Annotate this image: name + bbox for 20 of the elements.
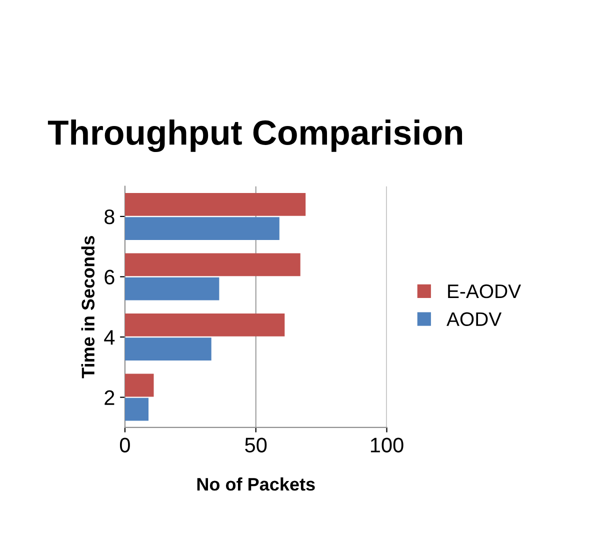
x-tick-label: 100: [370, 438, 404, 452]
bar: [124, 253, 300, 276]
legend-label: E-AODV: [448, 284, 521, 298]
bar: [124, 374, 154, 397]
bar: [124, 217, 280, 240]
y-tick-label: 8: [104, 209, 114, 224]
bar: [124, 192, 306, 216]
x-tick-label: 0: [120, 438, 130, 452]
x-axis-title: No of Packets: [197, 477, 315, 491]
y-tick-label: 4: [104, 330, 115, 345]
bar: [124, 277, 220, 300]
y-tick-label: 6: [104, 270, 114, 284]
bar: [124, 338, 212, 361]
x-tick-label: 50: [245, 438, 267, 452]
bar: [124, 314, 285, 336]
y-axis-title: Time in Seconds: [81, 236, 95, 378]
bar: [124, 398, 149, 421]
y-tick-label: 2: [104, 390, 114, 405]
legend-label: AODV: [446, 312, 502, 326]
chart-title: Throughput Comparision: [48, 119, 462, 152]
